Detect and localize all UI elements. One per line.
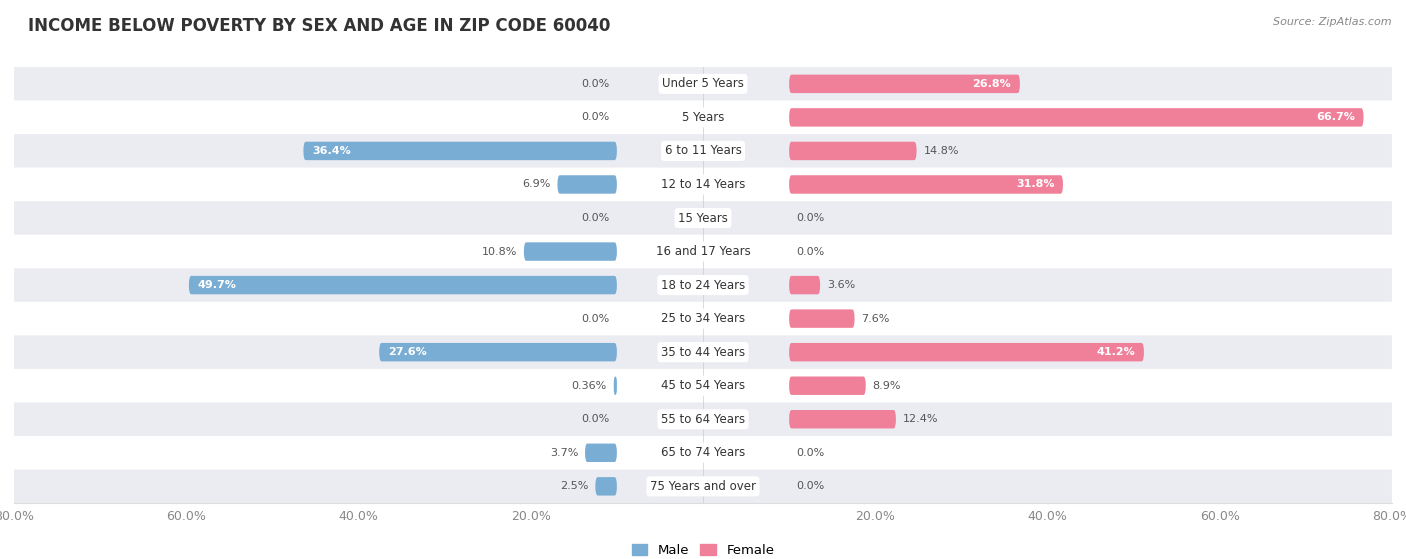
FancyBboxPatch shape [14,235,1392,268]
FancyBboxPatch shape [789,343,1144,361]
FancyBboxPatch shape [789,377,866,395]
Text: 26.8%: 26.8% [973,79,1011,89]
FancyBboxPatch shape [188,276,617,294]
FancyBboxPatch shape [14,402,1392,436]
Text: 0.0%: 0.0% [582,79,610,89]
Text: 0.0%: 0.0% [582,314,610,324]
FancyBboxPatch shape [789,310,855,328]
FancyBboxPatch shape [14,335,1392,369]
Legend: Male, Female: Male, Female [626,538,780,559]
Text: 5 Years: 5 Years [682,111,724,124]
Text: 12 to 14 Years: 12 to 14 Years [661,178,745,191]
Text: 8.9%: 8.9% [873,381,901,391]
FancyBboxPatch shape [14,470,1392,503]
FancyBboxPatch shape [380,343,617,361]
Text: 0.36%: 0.36% [572,381,607,391]
FancyBboxPatch shape [14,268,1392,302]
Text: 45 to 54 Years: 45 to 54 Years [661,379,745,392]
FancyBboxPatch shape [14,201,1392,235]
Text: 0.0%: 0.0% [796,247,824,257]
Text: 36.4%: 36.4% [312,146,350,156]
FancyBboxPatch shape [614,377,617,395]
FancyBboxPatch shape [585,444,617,462]
Text: INCOME BELOW POVERTY BY SEX AND AGE IN ZIP CODE 60040: INCOME BELOW POVERTY BY SEX AND AGE IN Z… [28,17,610,35]
Text: 65 to 74 Years: 65 to 74 Years [661,446,745,459]
Text: 14.8%: 14.8% [924,146,959,156]
FancyBboxPatch shape [789,410,896,428]
Text: 0.0%: 0.0% [796,448,824,458]
Text: 75 Years and over: 75 Years and over [650,480,756,493]
Text: 10.8%: 10.8% [482,247,517,257]
FancyBboxPatch shape [14,302,1392,335]
Text: 0.0%: 0.0% [582,112,610,122]
FancyBboxPatch shape [14,101,1392,134]
FancyBboxPatch shape [14,67,1392,101]
Text: 12.4%: 12.4% [903,414,938,424]
FancyBboxPatch shape [789,175,1063,193]
Text: 27.6%: 27.6% [388,347,426,357]
FancyBboxPatch shape [789,74,1019,93]
Text: 0.0%: 0.0% [582,213,610,223]
FancyBboxPatch shape [789,276,820,294]
FancyBboxPatch shape [789,108,1364,126]
Text: 49.7%: 49.7% [197,280,236,290]
FancyBboxPatch shape [524,243,617,260]
Text: Under 5 Years: Under 5 Years [662,77,744,91]
Text: 18 to 24 Years: 18 to 24 Years [661,278,745,292]
FancyBboxPatch shape [14,168,1392,201]
Text: 0.0%: 0.0% [796,213,824,223]
Text: 6 to 11 Years: 6 to 11 Years [665,144,741,158]
Text: 35 to 44 Years: 35 to 44 Years [661,345,745,359]
Text: 3.7%: 3.7% [550,448,578,458]
FancyBboxPatch shape [595,477,617,496]
Text: 66.7%: 66.7% [1316,112,1355,122]
Text: 41.2%: 41.2% [1097,347,1135,357]
Text: 3.6%: 3.6% [827,280,855,290]
Text: 0.0%: 0.0% [582,414,610,424]
FancyBboxPatch shape [557,175,617,193]
Text: 7.6%: 7.6% [862,314,890,324]
Text: 6.9%: 6.9% [522,179,551,190]
FancyBboxPatch shape [789,141,917,160]
FancyBboxPatch shape [14,436,1392,470]
Text: 55 to 64 Years: 55 to 64 Years [661,413,745,426]
Text: 2.5%: 2.5% [560,481,589,491]
Text: 16 and 17 Years: 16 and 17 Years [655,245,751,258]
FancyBboxPatch shape [14,134,1392,168]
Text: 31.8%: 31.8% [1017,179,1054,190]
Text: Source: ZipAtlas.com: Source: ZipAtlas.com [1274,17,1392,27]
FancyBboxPatch shape [14,369,1392,402]
FancyBboxPatch shape [304,141,617,160]
Text: 25 to 34 Years: 25 to 34 Years [661,312,745,325]
Text: 0.0%: 0.0% [796,481,824,491]
Text: 15 Years: 15 Years [678,211,728,225]
